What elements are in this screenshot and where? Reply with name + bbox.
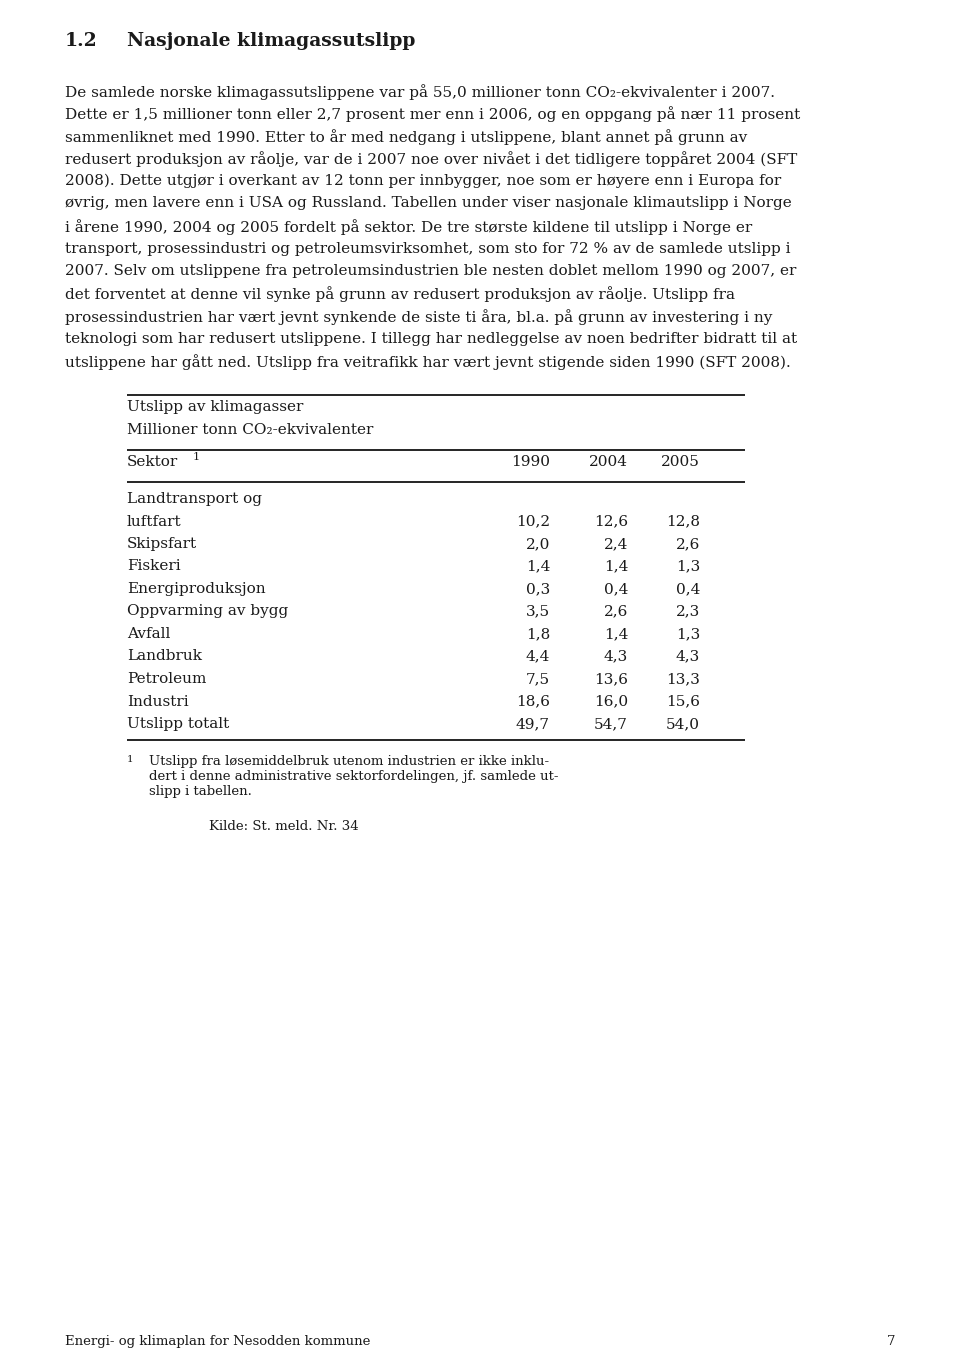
Text: Avfall: Avfall [127, 627, 170, 641]
Text: luftfart: luftfart [127, 514, 181, 528]
Text: redusert produksjon av råolje, var de i 2007 noe over nivået i det tidligere top: redusert produksjon av råolje, var de i … [65, 151, 797, 168]
Text: øvrig, men lavere enn i USA og Russland. Tabellen under viser nasjonale klimauts: øvrig, men lavere enn i USA og Russland.… [65, 196, 792, 210]
Text: Sektor: Sektor [127, 456, 179, 469]
Text: 13,3: 13,3 [666, 672, 700, 686]
Text: Landtransport og: Landtransport og [127, 492, 262, 506]
Text: 1,8: 1,8 [526, 627, 550, 641]
Text: 1,4: 1,4 [526, 559, 550, 573]
Text: 54,0: 54,0 [666, 717, 700, 731]
Text: Energiproduksjon: Energiproduksjon [127, 582, 266, 596]
Text: 1.2: 1.2 [65, 31, 98, 50]
Text: 2004: 2004 [589, 456, 628, 469]
Text: 2005: 2005 [661, 456, 700, 469]
Text: 2,6: 2,6 [676, 537, 700, 551]
Text: Fiskeri: Fiskeri [127, 559, 180, 573]
Text: 3,5: 3,5 [526, 604, 550, 618]
Text: transport, prosessindustri og petroleumsvirksomhet, som sto for 72 % av de samle: transport, prosessindustri og petroleums… [65, 241, 790, 255]
Text: 4,3: 4,3 [676, 649, 700, 663]
Text: 54,7: 54,7 [594, 717, 628, 731]
Text: 16,0: 16,0 [594, 694, 628, 708]
Text: Energi- og klimaplan for Nesodden kommune: Energi- og klimaplan for Nesodden kommun… [65, 1335, 371, 1348]
Text: Utslipp totalt: Utslipp totalt [127, 717, 229, 731]
Text: 49,7: 49,7 [516, 717, 550, 731]
Text: 2007. Selv om utslippene fra petroleumsindustrien ble nesten doblet mellom 1990 : 2007. Selv om utslippene fra petroleumsi… [65, 265, 797, 278]
Text: teknologi som har redusert utslippene. I tillegg har nedleggelse av noen bedrift: teknologi som har redusert utslippene. I… [65, 331, 797, 345]
Text: 2,6: 2,6 [604, 604, 628, 618]
Text: 4,4: 4,4 [526, 649, 550, 663]
Text: i årene 1990, 2004 og 2005 fordelt på sektor. De tre største kildene til utslipp: i årene 1990, 2004 og 2005 fordelt på se… [65, 220, 753, 235]
Text: 0,4: 0,4 [604, 582, 628, 596]
Text: 1990: 1990 [511, 456, 550, 469]
Text: Skipsfart: Skipsfart [127, 537, 197, 551]
Text: De samlede norske klimagassutslippene var på 55,0 millioner tonn CO₂-ekvivalente: De samlede norske klimagassutslippene va… [65, 85, 775, 100]
Text: Nasjonale klimagassutslipp: Nasjonale klimagassutslipp [127, 31, 416, 50]
Text: Kilde: St. meld. Nr. 34: Kilde: St. meld. Nr. 34 [209, 820, 359, 832]
Text: Millioner tonn CO₂-ekvivalenter: Millioner tonn CO₂-ekvivalenter [127, 423, 373, 436]
Text: 13,6: 13,6 [594, 672, 628, 686]
Text: 1: 1 [193, 453, 200, 462]
Text: sammenliknet med 1990. Etter to år med nedgang i utslippene, blant annet på grun: sammenliknet med 1990. Etter to år med n… [65, 130, 747, 145]
Text: 1,3: 1,3 [676, 627, 700, 641]
Text: 2,4: 2,4 [604, 537, 628, 551]
Text: 2,3: 2,3 [676, 604, 700, 618]
Text: 1,3: 1,3 [676, 559, 700, 573]
Text: 0,3: 0,3 [526, 582, 550, 596]
Text: 10,2: 10,2 [516, 514, 550, 528]
Text: det forventet at denne vil synke på grunn av redusert produksjon av råolje. Utsl: det forventet at denne vil synke på grun… [65, 286, 735, 303]
Text: Oppvarming av bygg: Oppvarming av bygg [127, 604, 288, 618]
Text: Petroleum: Petroleum [127, 672, 206, 686]
Text: Dette er 1,5 millioner tonn eller 2,7 prosent mer enn i 2006, og en oppgang på n: Dette er 1,5 millioner tonn eller 2,7 pr… [65, 106, 801, 123]
Text: 1: 1 [127, 756, 133, 764]
Text: Utslipp av klimagasser: Utslipp av klimagasser [127, 401, 303, 415]
Text: 1,4: 1,4 [604, 559, 628, 573]
Text: prosessindustrien har vært jevnt synkende de siste ti åra, bl.a. på grunn av inv: prosessindustrien har vært jevnt synkend… [65, 310, 773, 325]
Text: 2008). Dette utgjør i overkant av 12 tonn per innbygger, noe som er høyere enn i: 2008). Dette utgjør i overkant av 12 ton… [65, 175, 781, 188]
Text: 18,6: 18,6 [516, 694, 550, 708]
Text: dert i denne administrative sektorfordelingen, jf. samlede ut-: dert i denne administrative sektorfordel… [149, 771, 559, 783]
Text: Industri: Industri [127, 694, 188, 708]
Text: 7,5: 7,5 [526, 672, 550, 686]
Text: utslippene har gått ned. Utslipp fra veitrafikk har vært jevnt stigende siden 19: utslippene har gått ned. Utslipp fra vei… [65, 355, 791, 370]
Text: 2,0: 2,0 [526, 537, 550, 551]
Text: 12,6: 12,6 [594, 514, 628, 528]
Text: 0,4: 0,4 [676, 582, 700, 596]
Text: 4,3: 4,3 [604, 649, 628, 663]
Text: Utslipp fra løsemiddelbruk utenom industrien er ikke inklu-: Utslipp fra løsemiddelbruk utenom indust… [149, 756, 549, 768]
Text: 15,6: 15,6 [666, 694, 700, 708]
Text: 1,4: 1,4 [604, 627, 628, 641]
Text: 12,8: 12,8 [666, 514, 700, 528]
Text: slipp i tabellen.: slipp i tabellen. [149, 784, 252, 798]
Text: Landbruk: Landbruk [127, 649, 202, 663]
Text: 7: 7 [886, 1335, 895, 1348]
